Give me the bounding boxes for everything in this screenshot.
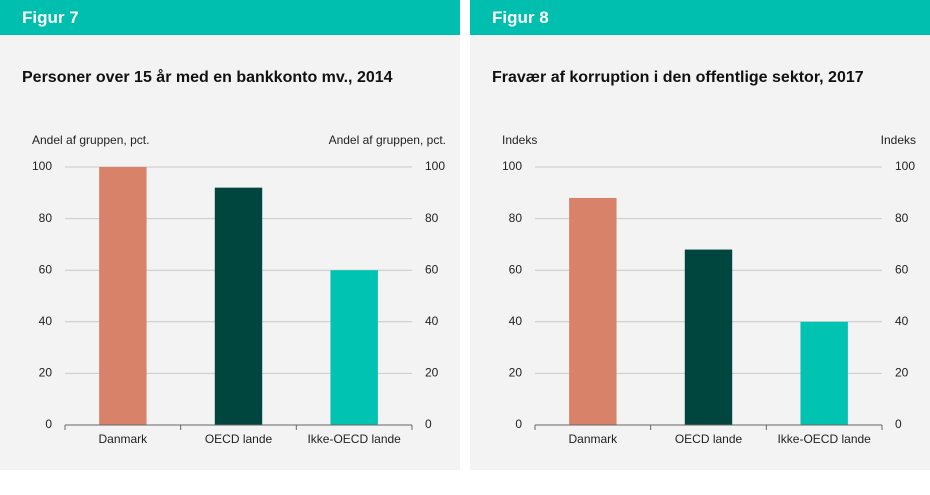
chart-title: Fravær af korruption i den offentlige se… [492,69,864,86]
x-tick-label: Danmark [98,432,148,446]
y2-tick-label: 100 [895,159,915,173]
y-axis-label-left: Andel af gruppen, pct. [32,133,149,147]
y2-tick-label: 20 [425,366,439,380]
x-tick-label: Danmark [568,432,618,446]
y2-tick-label: 40 [425,314,439,328]
chart-title: Personer over 15 år med en bankkonto mv.… [22,69,393,86]
y-axis-label-right: Indeks [881,133,916,147]
bar [800,321,848,425]
y-axis-label-left: Indeks [502,133,537,147]
y-tick-label: 100 [502,159,522,173]
x-tick-label: OECD lande [205,432,273,446]
y-tick-label: 60 [509,262,523,276]
y-tick-label: 20 [39,366,53,380]
x-tick-label: OECD lande [675,432,743,446]
y-tick-label: 60 [39,262,53,276]
bar [569,197,617,425]
figure-label: Figur 8 [470,0,930,35]
y2-tick-label: 60 [895,262,909,276]
figure-panel: Figur 8 Fravær af korruption i den offent… [470,0,930,470]
x-tick-label: Ikke-OECD lande [307,432,401,446]
y-tick-label: 20 [509,366,523,380]
y2-tick-label: 80 [425,211,439,225]
y-axis-label-right: Andel af gruppen, pct. [329,133,446,147]
y2-tick-label: 60 [425,262,439,276]
y2-tick-label: 0 [425,417,432,431]
y-tick-label: 80 [39,211,53,225]
y2-tick-label: 80 [895,211,909,225]
y2-tick-label: 20 [895,366,909,380]
x-tick-label: Ikke-OECD lande [777,432,871,446]
bar [214,187,263,425]
y-tick-label: 40 [509,314,523,328]
y-tick-label: 0 [515,417,522,431]
chart: Andel af gruppen, pct. Andel af gruppen, … [32,133,446,446]
figure-panel: Figur 7 Personer over 15 år med en bankko… [0,0,460,470]
figure-label: Figur 7 [0,0,460,35]
bar [99,167,147,425]
y-tick-label: 80 [509,211,523,225]
y2-tick-label: 0 [895,417,902,431]
y2-tick-label: 100 [425,159,445,173]
bar [684,249,733,425]
chart: Indeks Indeks 0 0 20 20 40 40 60 60 80 80 100 100 Danm… [502,133,916,446]
y-tick-label: 100 [32,159,52,173]
y2-tick-label: 40 [895,314,909,328]
y-tick-label: 40 [39,314,53,328]
y-tick-label: 0 [45,417,52,431]
bar [330,270,378,425]
